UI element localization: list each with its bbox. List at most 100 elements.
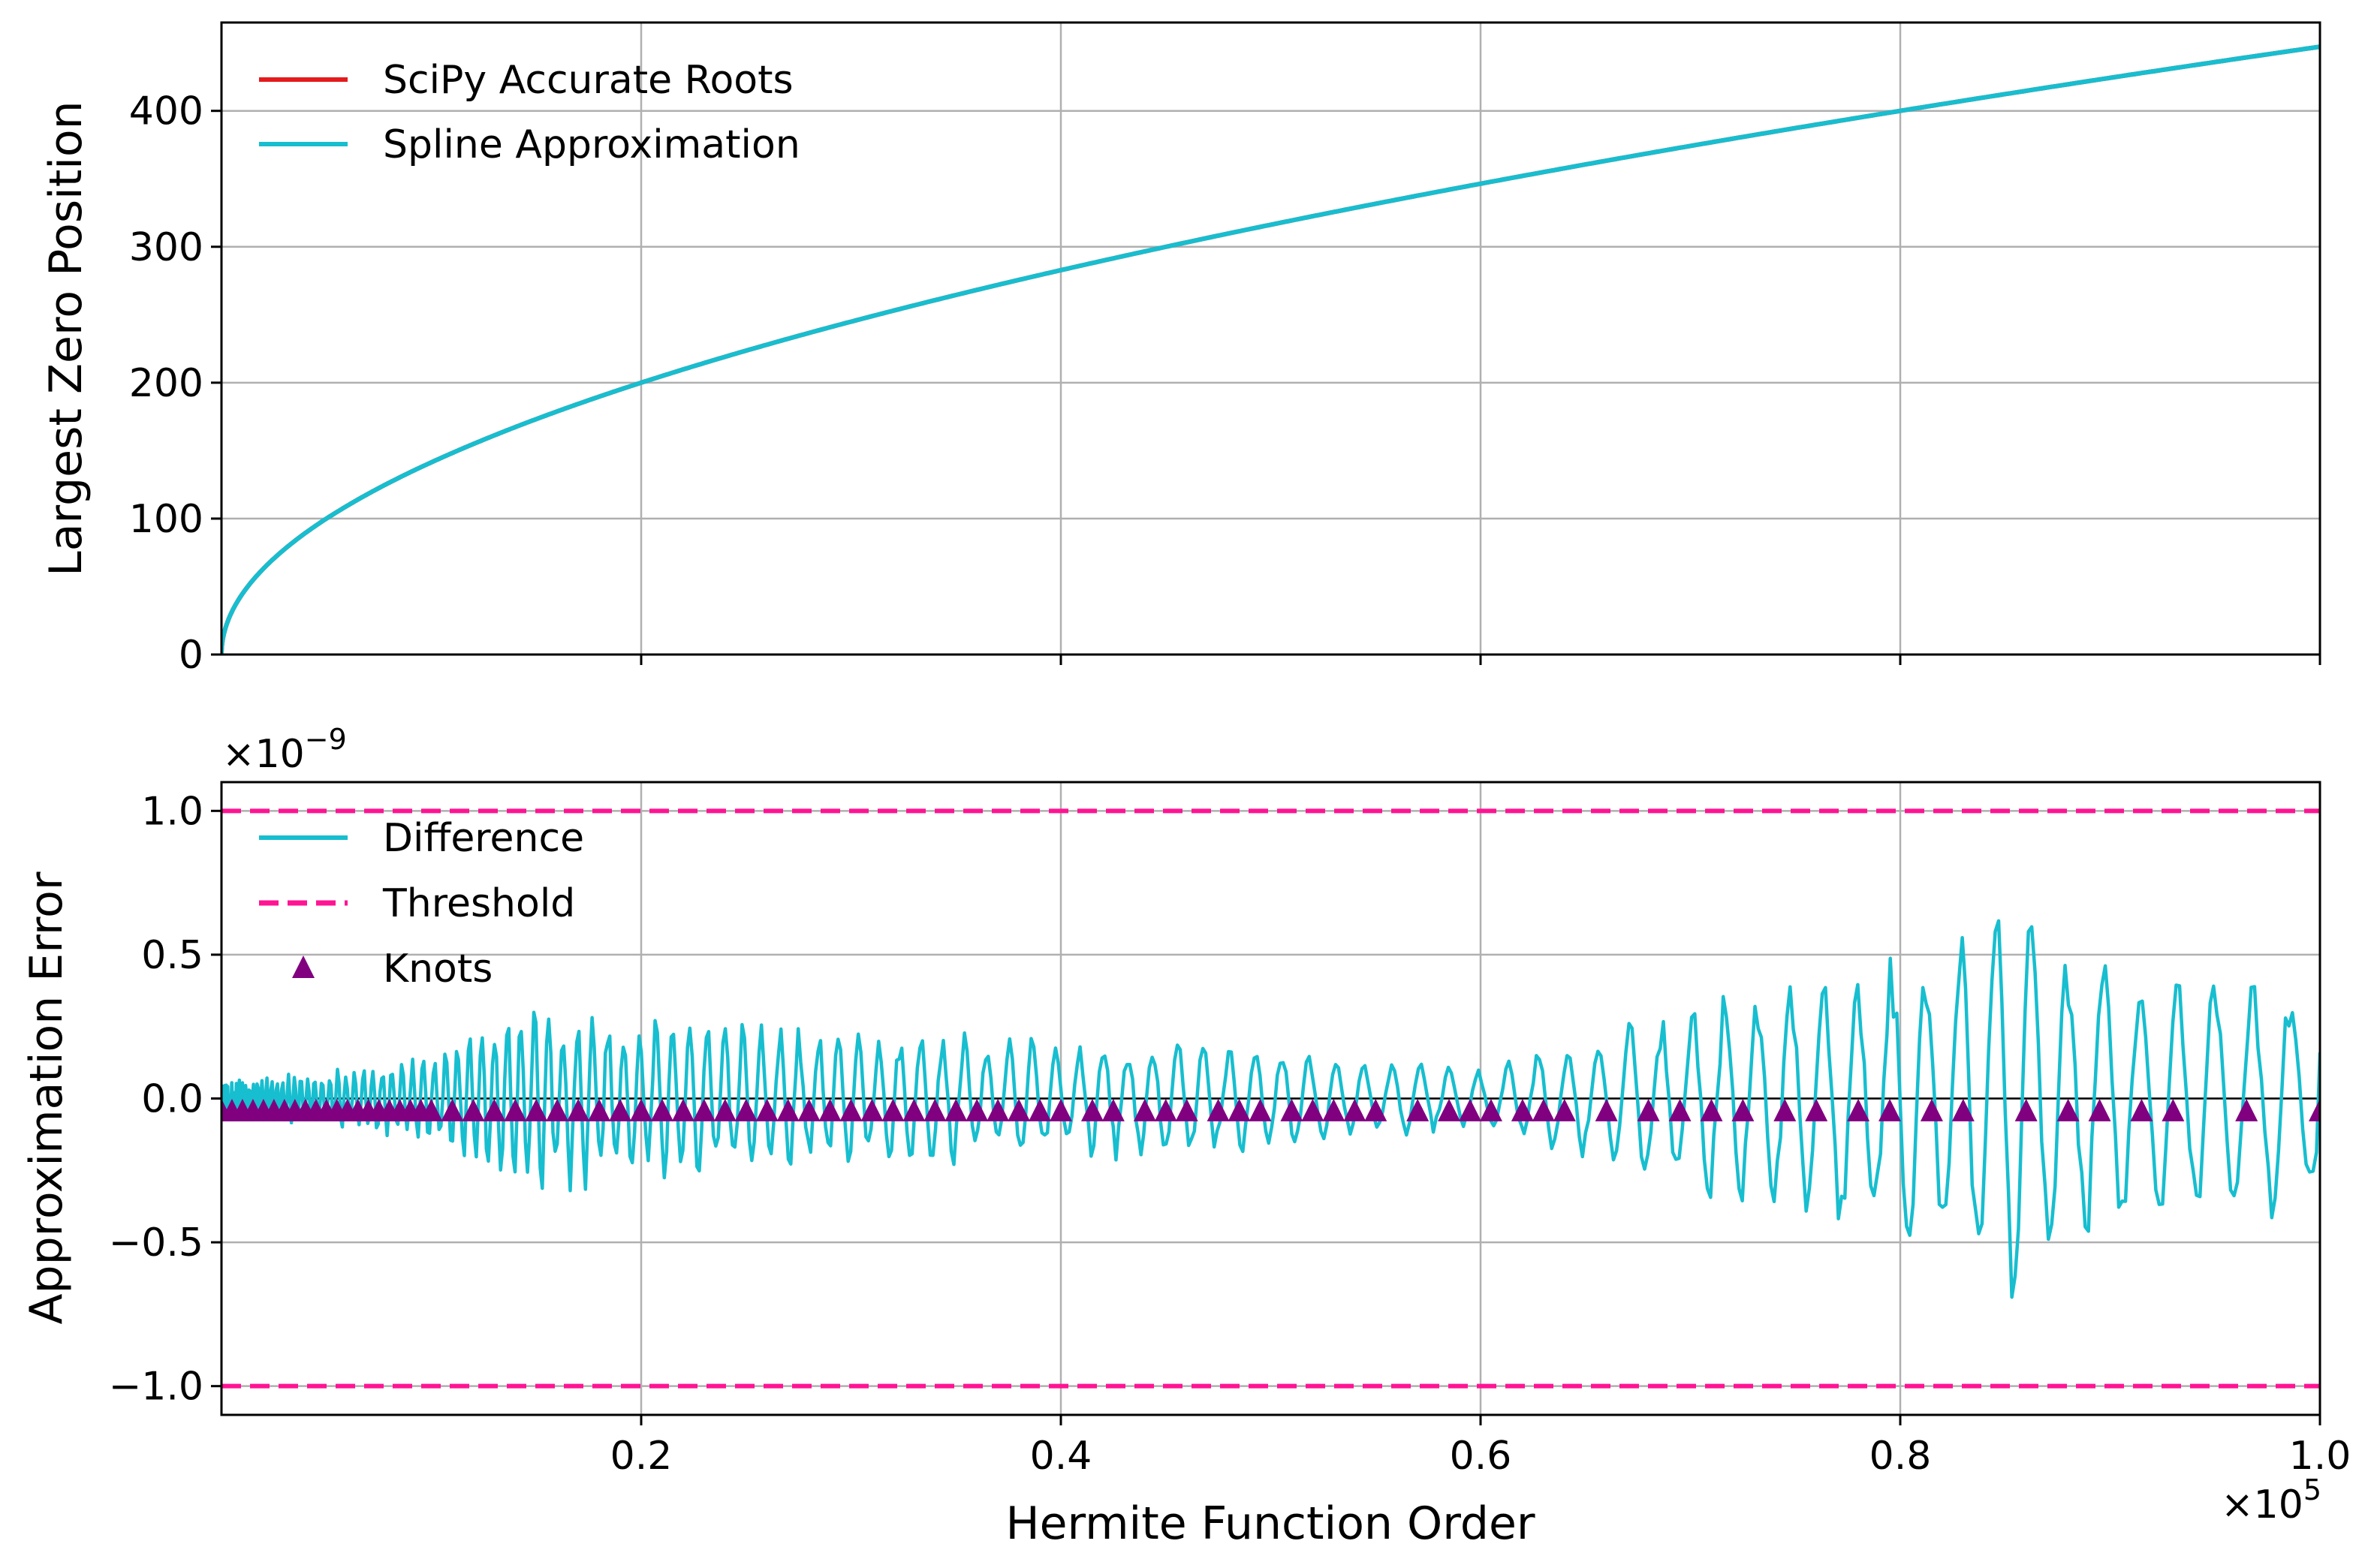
knot-marker: [1878, 1098, 1902, 1121]
knot-marker: [1406, 1098, 1430, 1121]
knot-marker: [462, 1098, 485, 1121]
knot-marker: [1479, 1098, 1502, 1121]
knot-marker: [1101, 1098, 1125, 1121]
x-tick-label: 0.6: [1450, 1434, 1512, 1479]
knot-marker: [2056, 1098, 2080, 1121]
top-legend: SciPy Accurate Roots Spline Approximatio…: [259, 58, 800, 167]
legend-label-spline-approximation: Spline Approximation: [383, 122, 800, 167]
knot-marker: [1920, 1098, 1943, 1121]
bottom-panel: 0.2 0.4 0.6 0.8 1.0 1.0 0.5 0.0 −0.5 −1.0 ×10−9 ×…: [20, 723, 2351, 1550]
bottom-legend: Difference Threshold Knots: [259, 816, 584, 992]
legend-label-knots: Knots: [383, 947, 493, 992]
top-y-tick-label: 300: [129, 225, 203, 270]
knot-marker: [1731, 1098, 1755, 1121]
top-grid: [221, 23, 2321, 656]
knot-marker: [588, 1098, 611, 1121]
knot-marker: [525, 1098, 548, 1121]
knot-marker: [441, 1098, 464, 1121]
knot-marker: [860, 1098, 884, 1121]
knot-marker: [818, 1098, 842, 1121]
knot-marker: [2309, 1098, 2320, 1121]
top-y-tick-label: 200: [129, 361, 203, 406]
knot-marker: [1532, 1098, 1555, 1121]
legend-label-scipy-accurate-roots: SciPy Accurate Roots: [383, 58, 794, 103]
knot-marker: [650, 1098, 673, 1121]
series-line-spline-approximation: [221, 44, 2320, 655]
knot-marker: [1553, 1098, 1576, 1121]
knot-marker: [839, 1098, 863, 1121]
knot-marker: [1249, 1098, 1272, 1121]
knot-marker: [1029, 1098, 1052, 1121]
knot-marker: [1364, 1098, 1387, 1121]
bottom-y-tick-label: −0.5: [109, 1220, 203, 1266]
x-tick-label: 0.8: [1869, 1434, 1932, 1479]
knot-marker: [1847, 1098, 1870, 1121]
knot-marker: [2162, 1098, 2185, 1121]
knot-marker: [1080, 1098, 1104, 1121]
knot-marker: [1459, 1098, 1482, 1121]
top-axes-frame: [220, 21, 2321, 656]
knot-marker: [1301, 1098, 1324, 1121]
knot-marker: [1595, 1098, 1618, 1121]
knot-marker: [2130, 1098, 2153, 1121]
knot-marker: [734, 1098, 758, 1121]
knot-marker: [546, 1098, 569, 1121]
knot-marker: [944, 1098, 968, 1121]
top-ticks: 0 100 200 300 400: [129, 89, 2321, 678]
top-panel: 0 100 200 300 400 Largest Zero Position SciP…: [40, 21, 2321, 678]
knot-marker: [1700, 1098, 1723, 1121]
knot-marker: [1951, 1098, 1975, 1121]
knot-marker: [755, 1098, 779, 1121]
x-tick-label: 1.0: [2289, 1434, 2351, 1479]
knot-marker: [630, 1098, 652, 1121]
knot-marker: [2235, 1098, 2258, 1121]
knot-marker: [1343, 1098, 1366, 1121]
x-tick-label: 0.4: [1030, 1434, 1092, 1479]
knot-marker: [1228, 1098, 1251, 1121]
threshold-lines: [221, 808, 2320, 1389]
bottom-y-axis-label: Approximation Error: [20, 871, 73, 1324]
x-axis-label: Hermite Function Order: [1005, 1497, 1535, 1550]
knot-marker: [1050, 1098, 1072, 1121]
knot-marker: [776, 1098, 800, 1121]
knot-marker: [567, 1098, 590, 1121]
knot-marker: [923, 1098, 947, 1121]
top-y-axis-label: Largest Zero Position: [40, 101, 92, 576]
bottom-y-tick-label: −1.0: [109, 1365, 203, 1410]
top-y-tick-label: 100: [129, 497, 203, 542]
legend-label-difference: Difference: [383, 816, 584, 861]
knot-marker: [2088, 1098, 2111, 1121]
top-y-tick-label: 400: [129, 89, 203, 134]
knot-marker: [1280, 1098, 1303, 1121]
bottom-y-tick-label: 0.5: [141, 933, 203, 978]
top-y-tick-label: 0: [179, 633, 203, 678]
knot-marker: [1133, 1098, 1156, 1121]
knot-marker: [1322, 1098, 1345, 1121]
y-offset-label: ×10−9: [222, 723, 347, 777]
knot-marker: [609, 1098, 632, 1121]
legend-swatch-knots: [292, 956, 315, 978]
bottom-ticks: 0.2 0.4 0.6 0.8 1.0 1.0 0.5 0.0 −0.5 −1.0: [109, 789, 2351, 1479]
knot-marker: [504, 1098, 527, 1121]
knot-marker: [1668, 1098, 1692, 1121]
knot-marker: [1637, 1098, 1660, 1121]
knot-marker: [1207, 1098, 1230, 1121]
knot-marker: [1805, 1098, 1828, 1121]
knot-marker: [692, 1098, 716, 1121]
knots-markers: [221, 1098, 2320, 1121]
knot-marker: [966, 1098, 989, 1121]
legend-label-threshold: Threshold: [382, 881, 575, 926]
knot-marker: [671, 1098, 694, 1121]
knot-marker: [2014, 1098, 2038, 1121]
knot-marker: [1773, 1098, 1797, 1121]
knot-marker: [987, 1098, 1010, 1121]
knot-marker: [797, 1098, 821, 1121]
knot-marker: [483, 1098, 506, 1121]
x-offset-label: ×105: [2221, 1473, 2321, 1527]
bottom-y-tick-label: 1.0: [141, 789, 203, 834]
knot-marker: [1511, 1098, 1534, 1121]
knot-marker: [881, 1098, 905, 1121]
knot-marker: [1438, 1098, 1461, 1121]
knot-marker: [1008, 1098, 1031, 1121]
